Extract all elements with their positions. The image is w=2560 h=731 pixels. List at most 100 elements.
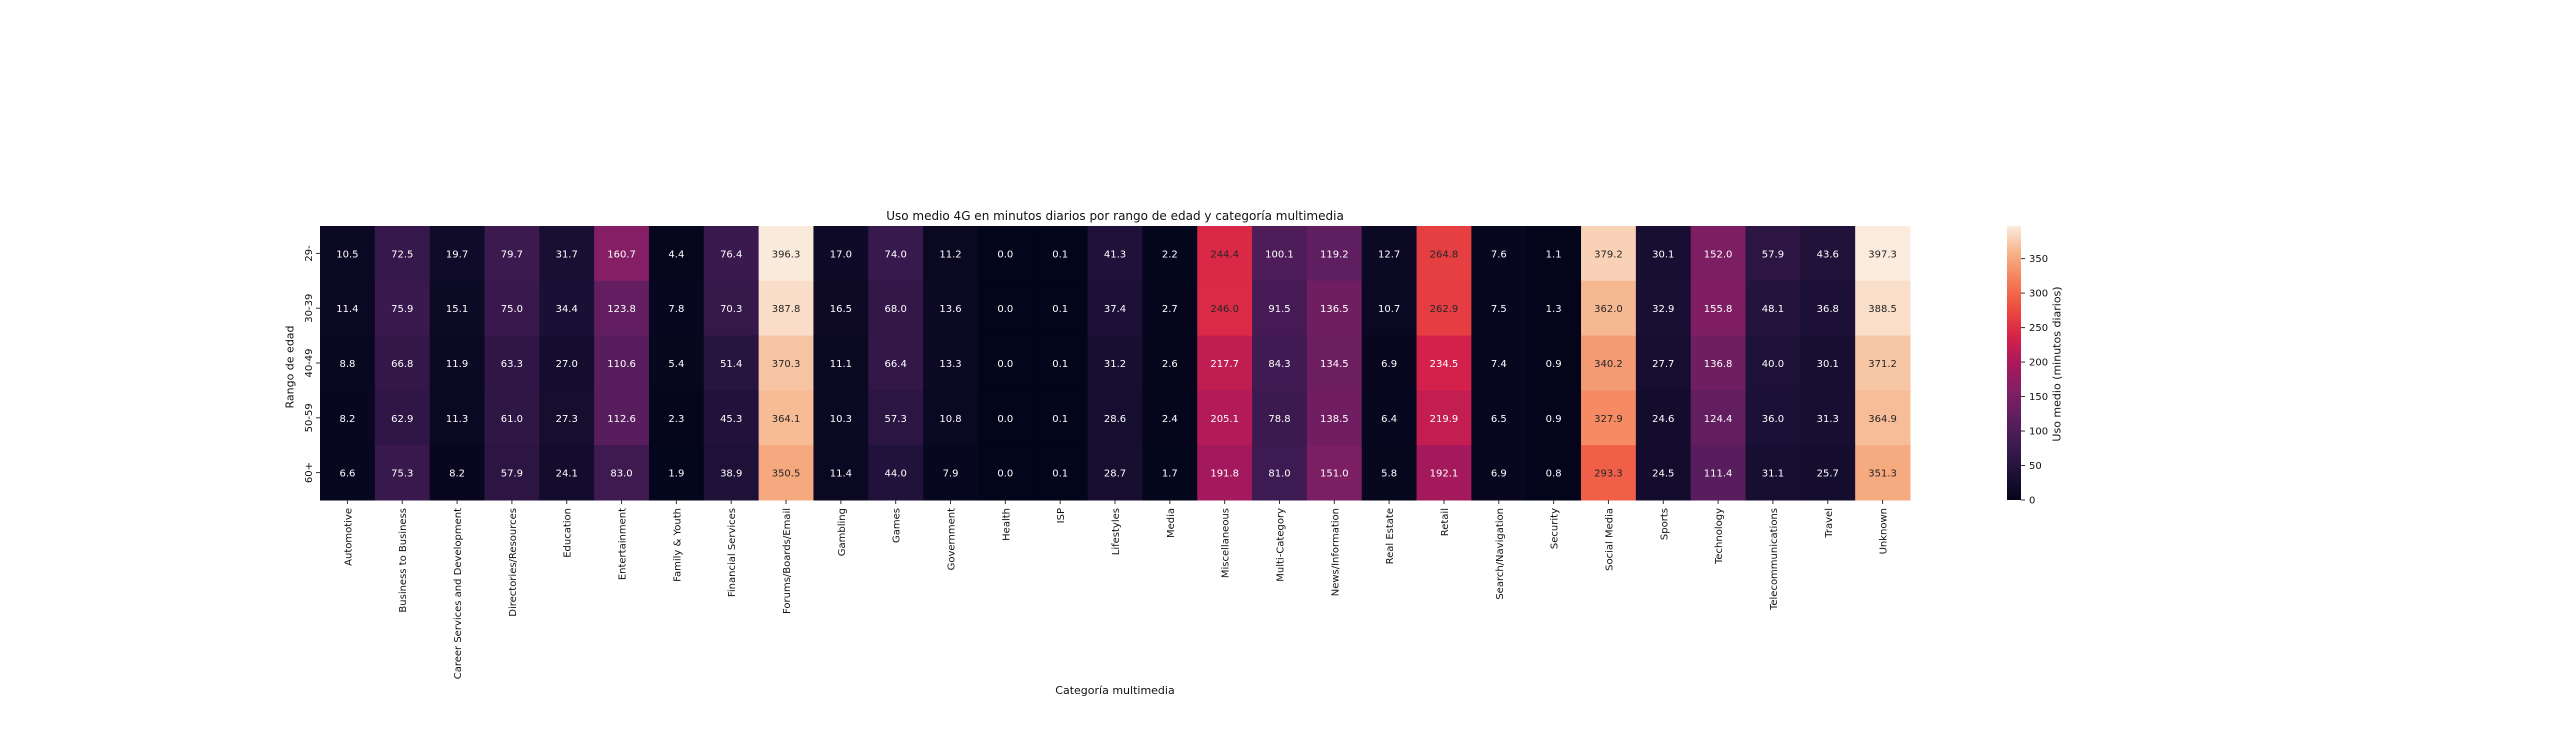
heatmap-cell bbox=[923, 445, 979, 501]
heatmap-cell bbox=[1361, 335, 1418, 391]
x-tick-label: Financial Services bbox=[727, 508, 738, 597]
cell-value-label: 151.0 bbox=[1320, 469, 1349, 480]
cell-value-label: 75.9 bbox=[391, 304, 413, 315]
cell-value-label: 234.5 bbox=[1430, 359, 1459, 370]
cell-value-label: 327.9 bbox=[1594, 414, 1623, 425]
cell-value-label: 112.6 bbox=[607, 414, 636, 425]
heatmap-cell bbox=[648, 390, 705, 446]
heatmap-cell bbox=[1197, 445, 1253, 501]
heatmap-cell bbox=[1690, 226, 1747, 282]
cell-value-label: 350.5 bbox=[772, 469, 801, 480]
heatmap-cell bbox=[1416, 226, 1472, 282]
cell-value-label: 11.9 bbox=[446, 359, 468, 370]
heatmap-cell bbox=[1032, 390, 1089, 446]
heatmap-cell bbox=[374, 280, 431, 337]
cell-value-label: 36.0 bbox=[1762, 414, 1784, 425]
heatmap-cell bbox=[1855, 445, 1911, 501]
heatmap-cell bbox=[977, 226, 1034, 282]
heatmap-cell bbox=[1032, 335, 1089, 391]
colorbar-tick-label: 0 bbox=[2029, 496, 2035, 507]
cell-value-label: 57.3 bbox=[885, 414, 907, 425]
heatmap-cell bbox=[1581, 226, 1637, 282]
cell-value-label: 0.1 bbox=[1052, 249, 1068, 260]
heatmap-cell bbox=[1800, 226, 1856, 282]
heatmap-cell bbox=[484, 390, 540, 446]
heatmap-cell bbox=[868, 226, 924, 282]
x-tick-label: Search/Navigation bbox=[1495, 508, 1506, 600]
cell-value-label: 30.1 bbox=[1817, 359, 1839, 370]
heatmap-cell bbox=[1526, 280, 1582, 337]
heatmap-cell bbox=[484, 445, 540, 501]
cell-value-label: 11.4 bbox=[336, 304, 358, 315]
cell-value-label: 10.8 bbox=[939, 414, 961, 425]
heatmap-cell bbox=[977, 280, 1034, 337]
heatmap-cell bbox=[923, 335, 979, 391]
heatmap-cell bbox=[1800, 280, 1856, 337]
x-tick-label: Sports bbox=[1659, 508, 1670, 540]
cell-value-label: 1.9 bbox=[668, 469, 684, 480]
cell-value-label: 100.1 bbox=[1265, 249, 1294, 260]
heatmap-cell bbox=[813, 445, 869, 501]
heatmap-cell bbox=[1361, 226, 1418, 282]
x-tick-label: Government bbox=[947, 508, 958, 570]
heatmap-cell bbox=[374, 445, 431, 501]
heatmap-cell bbox=[594, 226, 650, 282]
cell-value-label: 111.4 bbox=[1704, 469, 1733, 480]
colorbar-tick-label: 100 bbox=[2029, 427, 2048, 438]
x-tick-label: Social Media bbox=[1604, 508, 1615, 571]
cell-value-label: 32.9 bbox=[1652, 304, 1674, 315]
cell-value-label: 2.7 bbox=[1162, 304, 1178, 315]
cell-value-label: 0.8 bbox=[1546, 469, 1562, 480]
heatmap-cell bbox=[758, 335, 814, 391]
heatmap-cell bbox=[539, 390, 595, 446]
heatmap-cell bbox=[1855, 390, 1911, 446]
heatmap-cell bbox=[1745, 390, 1801, 446]
cell-value-label: 75.0 bbox=[501, 304, 523, 315]
cell-value-label: 31.3 bbox=[1817, 414, 1839, 425]
heatmap-cell bbox=[813, 390, 869, 446]
heatmap-cell bbox=[1032, 280, 1089, 337]
heatmap-cell bbox=[923, 390, 979, 446]
cell-value-label: 66.8 bbox=[391, 359, 413, 370]
cell-value-label: 155.8 bbox=[1704, 304, 1733, 315]
cell-value-label: 31.1 bbox=[1762, 469, 1784, 480]
heatmap-cell bbox=[1252, 280, 1308, 337]
heatmap-cell bbox=[1142, 280, 1198, 337]
heatmap-cell bbox=[1142, 390, 1198, 446]
heatmap-cell bbox=[923, 226, 979, 282]
heatmap-cell bbox=[1361, 445, 1418, 501]
cell-value-label: 362.0 bbox=[1594, 304, 1623, 315]
heatmap-cell bbox=[374, 226, 431, 282]
cell-value-label: 36.8 bbox=[1817, 304, 1839, 315]
cell-value-label: 0.0 bbox=[997, 249, 1013, 260]
heatmap-cell bbox=[703, 390, 760, 446]
x-tick-label: Entertainment bbox=[618, 508, 629, 580]
x-tick-label: Business to Business bbox=[398, 508, 409, 613]
cell-value-label: 138.5 bbox=[1320, 414, 1349, 425]
cell-value-label: 0.0 bbox=[997, 304, 1013, 315]
heatmap-cell bbox=[1416, 390, 1472, 446]
heatmap-cell bbox=[1800, 445, 1856, 501]
cell-value-label: 7.6 bbox=[1491, 249, 1507, 260]
colorbar-tick-label: 200 bbox=[2029, 358, 2048, 369]
cell-value-label: 28.7 bbox=[1104, 469, 1126, 480]
heatmap-cell bbox=[977, 390, 1034, 446]
cell-value-label: 13.3 bbox=[939, 359, 961, 370]
heatmap-cell bbox=[1745, 335, 1801, 391]
heatmap-cell bbox=[1471, 226, 1527, 282]
heatmap-cell bbox=[1087, 335, 1143, 391]
cell-value-label: 51.4 bbox=[720, 359, 742, 370]
cell-value-label: 70.3 bbox=[720, 304, 742, 315]
heatmap-cell bbox=[594, 445, 650, 501]
colorbar-tick-label: 250 bbox=[2029, 323, 2048, 334]
heatmap-cell bbox=[374, 335, 431, 391]
cell-value-label: 244.4 bbox=[1210, 249, 1239, 260]
cell-value-label: 0.0 bbox=[997, 414, 1013, 425]
cell-value-label: 74.0 bbox=[885, 249, 907, 260]
heatmap-cell bbox=[1087, 226, 1143, 282]
cell-value-label: 2.3 bbox=[668, 414, 684, 425]
heatmap-cell bbox=[1745, 226, 1801, 282]
x-tick-label: Health bbox=[1001, 508, 1012, 541]
heatmap-cell bbox=[320, 226, 376, 282]
cell-value-label: 246.0 bbox=[1210, 304, 1239, 315]
